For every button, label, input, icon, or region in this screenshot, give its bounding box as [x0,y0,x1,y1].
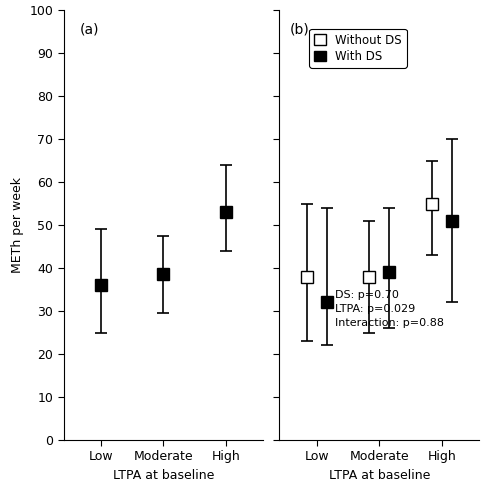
X-axis label: LTPA at baseline: LTPA at baseline [113,469,214,482]
Text: DS: p=0.70
LTPA: p=0.029
Interaction: p=0.88: DS: p=0.70 LTPA: p=0.029 Interaction: p=… [335,290,444,328]
Y-axis label: METh per week: METh per week [11,177,24,273]
Text: (b): (b) [289,23,308,37]
X-axis label: LTPA at baseline: LTPA at baseline [328,469,429,482]
Legend: Without DS, With DS: Without DS, With DS [308,29,406,68]
Text: (a): (a) [80,23,99,37]
